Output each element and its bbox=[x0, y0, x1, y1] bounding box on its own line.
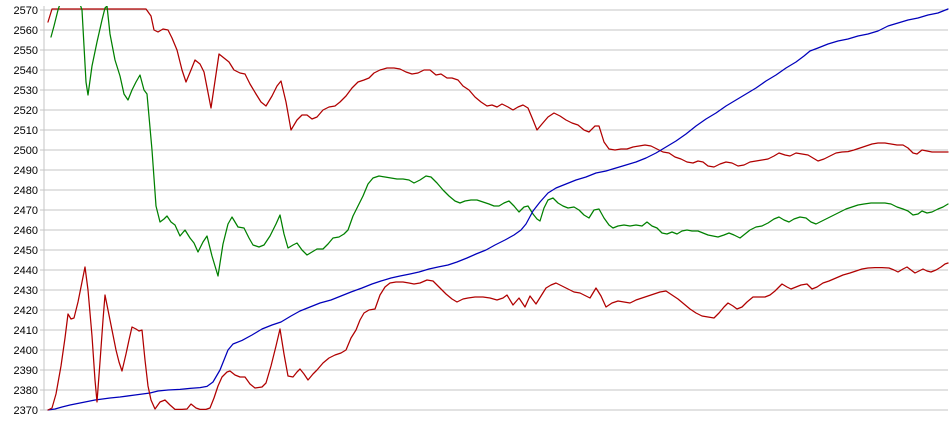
y-tick-label: 2430 bbox=[14, 285, 38, 297]
series-line-blue bbox=[47, 8, 949, 411]
y-tick-label: 2450 bbox=[14, 245, 38, 257]
y-tick-label: 2520 bbox=[14, 105, 38, 117]
y-tick-label: 2460 bbox=[14, 225, 38, 237]
y-tick-label: 2370 bbox=[14, 405, 38, 417]
y-tick-label: 2390 bbox=[14, 365, 38, 377]
y-axis-tick-labels: 2570 2560 2550 2540 2530 2520 2510 2500 2490 2480… bbox=[14, 5, 38, 417]
y-tick-label: 2540 bbox=[14, 65, 38, 77]
y-tick-label: 2490 bbox=[14, 165, 38, 177]
y-tick-label: 2500 bbox=[14, 145, 38, 157]
series-line-lower-dark-red bbox=[47, 262, 949, 411]
y-tick-label: 2410 bbox=[14, 325, 38, 337]
y-tick-label: 2380 bbox=[14, 385, 38, 397]
y-tick-label: 2560 bbox=[14, 25, 38, 37]
horizontal-gridlines bbox=[40, 9, 948, 411]
y-tick-label: 2470 bbox=[14, 205, 38, 217]
y-tick-label: 2480 bbox=[14, 185, 38, 197]
series-line-green bbox=[50, 6, 949, 277]
y-tick-label: 2400 bbox=[14, 345, 38, 357]
series-line-upper-dark-red bbox=[47, 8, 949, 168]
y-tick-label: 2440 bbox=[14, 265, 38, 277]
plot-area bbox=[47, 6, 949, 411]
y-tick-label: 2510 bbox=[14, 125, 38, 137]
y-tick-label: 2530 bbox=[14, 85, 38, 97]
y-tick-label: 2550 bbox=[14, 45, 38, 57]
y-tick-label: 2570 bbox=[14, 5, 38, 17]
y-tick-label: 2420 bbox=[14, 305, 38, 317]
